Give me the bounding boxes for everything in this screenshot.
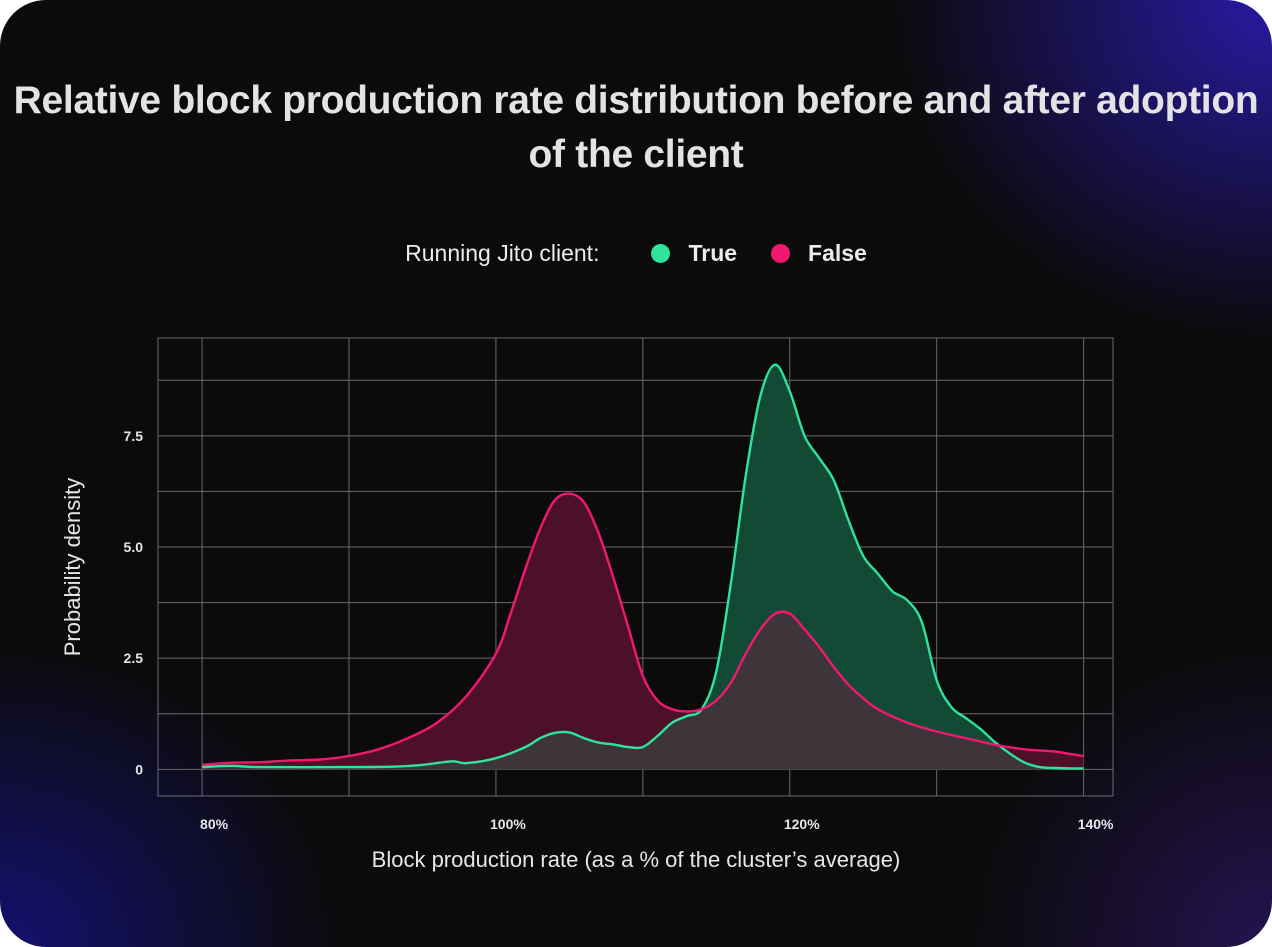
x-tick-label: 100%: [490, 816, 526, 832]
x-tick-label: 140%: [1078, 816, 1114, 832]
area-true: [202, 364, 1084, 770]
x-tick-label: 80%: [200, 816, 229, 832]
series-line-false: [202, 492, 1084, 767]
y-tick-label: 7.5: [124, 428, 144, 444]
x-tick-label: 120%: [784, 816, 820, 832]
legend-item-true[interactable]: True: [651, 240, 737, 267]
legend-text-true: True: [688, 240, 738, 266]
legend: Running Jito client: True False: [0, 240, 1272, 267]
y-tick-label: 0: [135, 761, 143, 777]
plot-frame: [157, 337, 1114, 797]
y-tick-label: 5.0: [124, 539, 144, 555]
legend-dot-false: [771, 244, 791, 263]
y-tick-label: 2.5: [124, 650, 144, 666]
legend-dot-true: [651, 244, 671, 263]
y-axis-label: Probability density: [60, 478, 85, 657]
x-axis-label: Block production rate (as a % of the clu…: [372, 847, 901, 872]
legend-label: Running Jito client:: [405, 240, 600, 266]
legend-text-false: False: [808, 240, 867, 266]
legend-item-false[interactable]: False: [771, 240, 867, 267]
series-line-true: [202, 363, 1084, 770]
chart-title: Relative block production rate distribut…: [13, 79, 1259, 176]
area-overlap: [202, 493, 1084, 770]
